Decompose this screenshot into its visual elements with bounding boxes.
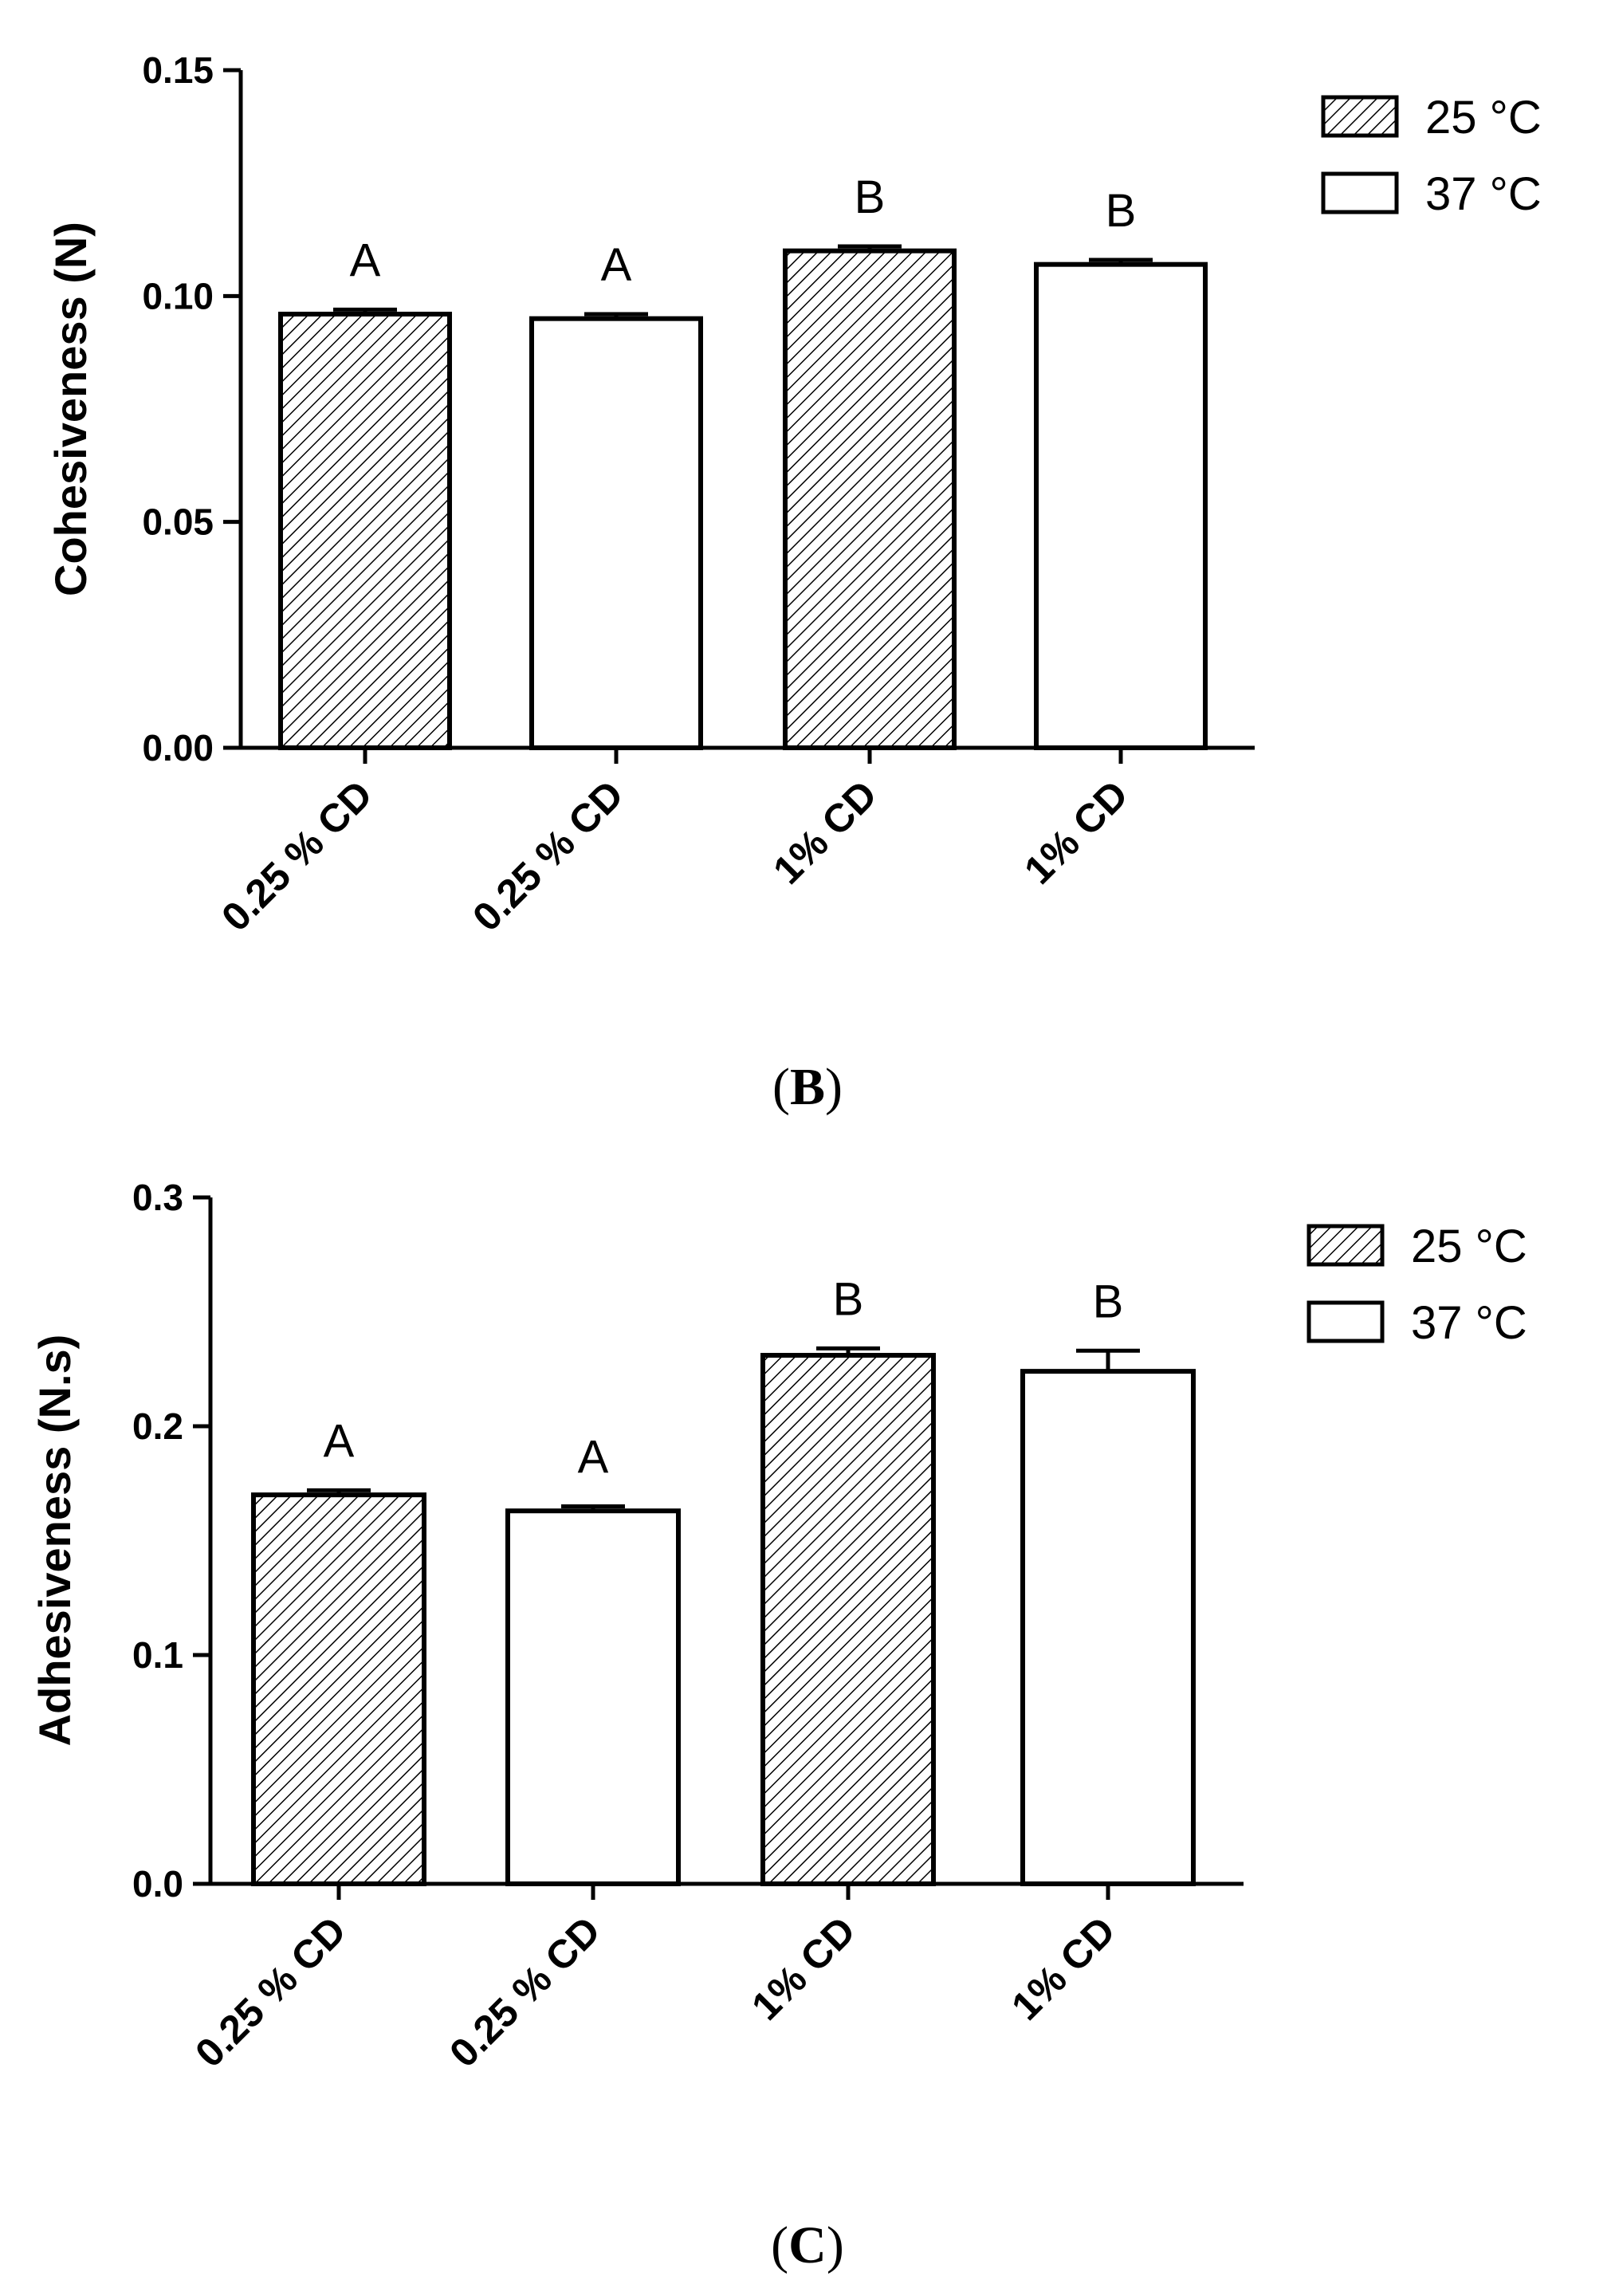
significance-letter: A xyxy=(324,1415,355,1467)
y-ticks: 0.0 0.1 0.2 0.3 xyxy=(132,1177,210,1905)
legend-swatch-25c xyxy=(1321,95,1399,138)
error-bar xyxy=(1076,1348,1140,1372)
y-ticks: 0.00 0.05 0.10 0.15 xyxy=(142,49,241,769)
significance-letter: A xyxy=(578,1431,609,1483)
significance-letter: A xyxy=(350,234,381,286)
legend-label-25c: 25 °C xyxy=(1425,92,1542,144)
legend-label-37c: 37 °C xyxy=(1411,1297,1527,1349)
x-category-label: 0.25 % CD xyxy=(464,772,632,940)
significance-letter: A xyxy=(601,239,632,291)
legend: 25 °C 37 °C xyxy=(1307,1221,1527,1349)
x-category-label: 1% CD xyxy=(743,1908,864,2029)
legend-swatch-37c xyxy=(1321,171,1399,214)
legend-swatch-37c xyxy=(1307,1300,1385,1343)
y-tick-label: 0.2 xyxy=(132,1406,183,1447)
x-category-label: 1% CD xyxy=(1003,1908,1124,2029)
legend-swatch-25c xyxy=(1307,1224,1385,1267)
bar-37c xyxy=(505,1508,681,1886)
chart-panel-b: 0.00 0.05 0.10 0.15 Cohesiveness (N) A A B B 0… xyxy=(45,49,1542,1116)
y-tick-label: 0.3 xyxy=(132,1177,183,1218)
y-axis-title: Cohesiveness (N) xyxy=(45,222,96,596)
category-labels: 0.25 % CD 0.25 % CD 1% CD 1% CD xyxy=(213,772,1137,940)
legend-label-37c: 37 °C xyxy=(1425,168,1542,220)
significance-letter: B xyxy=(1093,1276,1124,1327)
category-labels: 0.25 % CD 0.25 % CD 1% CD 1% CD xyxy=(187,1908,1124,2076)
bar-37c xyxy=(1020,1369,1196,1886)
y-tick-label: 0.0 xyxy=(132,1863,183,1905)
x-category-label: 1% CD xyxy=(764,772,886,893)
bar-37c xyxy=(529,316,703,750)
legend-label-25c: 25 °C xyxy=(1411,1221,1527,1272)
bar-37c xyxy=(1034,261,1208,750)
y-axis-title: Adhesiveness (N.s) xyxy=(29,1335,80,1747)
bars: A A B B xyxy=(278,171,1208,764)
x-category-label: 0.25 % CD xyxy=(213,772,381,940)
significance-letter: B xyxy=(833,1273,864,1325)
significance-letter: B xyxy=(1106,185,1137,237)
chart-panel-c: 0.0 0.1 0.2 0.3 Adhesiveness (N.s) A A B B 0.2… xyxy=(29,1177,1527,2274)
bar-25c xyxy=(783,248,957,750)
bar-25c xyxy=(278,312,452,750)
y-tick-label: 0.05 xyxy=(142,501,214,543)
y-tick-label: 0.1 xyxy=(132,1634,183,1676)
bar-25c xyxy=(760,1353,936,1886)
legend: 25 °C 37 °C xyxy=(1321,92,1542,220)
significance-letter: B xyxy=(855,171,886,223)
panel-label-c: (C) xyxy=(771,2216,844,2274)
x-category-label: 0.25 % CD xyxy=(441,1908,609,2076)
panel-label-b: (B) xyxy=(772,1058,843,1116)
x-category-label: 1% CD xyxy=(1016,772,1137,893)
y-tick-label: 0.00 xyxy=(142,727,214,769)
bars: A A B B xyxy=(251,1273,1196,1900)
bar-25c xyxy=(251,1492,426,1886)
y-tick-label: 0.15 xyxy=(142,49,214,91)
x-category-label: 0.25 % CD xyxy=(187,1908,355,2076)
y-tick-label: 0.10 xyxy=(142,275,214,316)
